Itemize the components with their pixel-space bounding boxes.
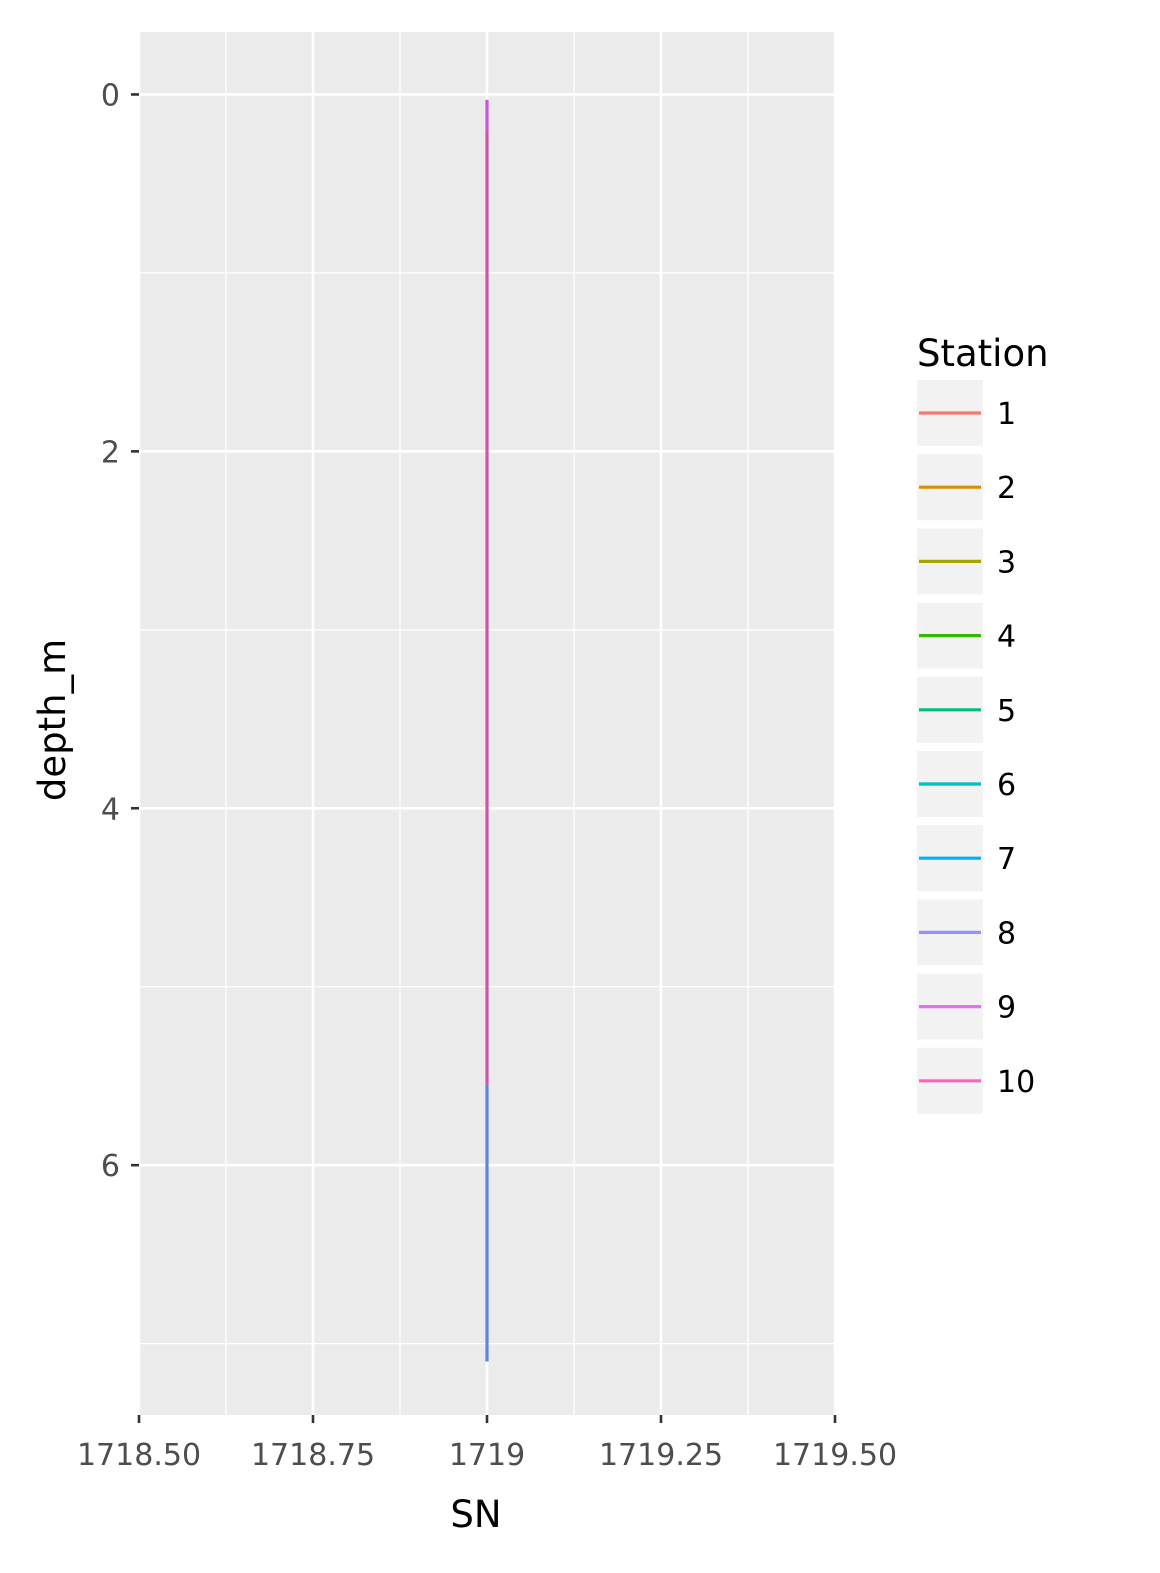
y-tick-label: 4 (101, 792, 120, 827)
legend-title: Station (917, 332, 1049, 375)
x-tick-label: 1719 (449, 1438, 525, 1473)
legend-label: 5 (997, 694, 1016, 729)
y-tick-label: 2 (101, 435, 120, 470)
legend-item: 6 (917, 751, 1016, 817)
legend: Station 1 2 3 4 5 6 7 8 9 10 (917, 332, 1049, 1114)
legend-label: 2 (997, 471, 1016, 506)
legend-label: 3 (997, 545, 1016, 580)
legend-label: 8 (997, 916, 1016, 951)
legend-item: 9 (917, 973, 1016, 1040)
legend-label: 10 (997, 1065, 1035, 1100)
y-axis-title: depth_m (31, 639, 74, 801)
legend-item: 4 (917, 602, 1016, 669)
legend-item: 7 (917, 825, 1016, 892)
legend-label: 4 (997, 620, 1016, 655)
x-axis-title: SN (450, 1493, 501, 1536)
x-tick-label: 1719.50 (773, 1438, 897, 1473)
x-tick-label: 1718.50 (77, 1438, 201, 1473)
legend-item: 1 (917, 380, 1016, 446)
y-axis: 0 2 4 6 (101, 78, 139, 1184)
legend-item: 10 (917, 1047, 1035, 1114)
x-axis: 1718.50 1718.75 1719 1719.25 1719.50 (77, 1415, 897, 1473)
legend-entries: 1 2 3 4 5 6 7 8 9 10 (917, 380, 1035, 1114)
legend-item: 8 (917, 899, 1016, 966)
x-tick-label: 1718.75 (251, 1438, 375, 1473)
legend-label: 9 (997, 991, 1016, 1026)
legend-label: 6 (997, 768, 1016, 803)
legend-label: 1 (997, 397, 1016, 432)
y-tick-label: 6 (101, 1149, 120, 1184)
legend-label: 7 (997, 842, 1016, 877)
legend-item: 5 (917, 676, 1016, 743)
y-tick-label: 0 (101, 78, 120, 113)
legend-item: 2 (917, 454, 1016, 521)
legend-item: 3 (917, 528, 1016, 595)
x-tick-label: 1719.25 (599, 1438, 723, 1473)
grid-minor (139, 32, 835, 1415)
